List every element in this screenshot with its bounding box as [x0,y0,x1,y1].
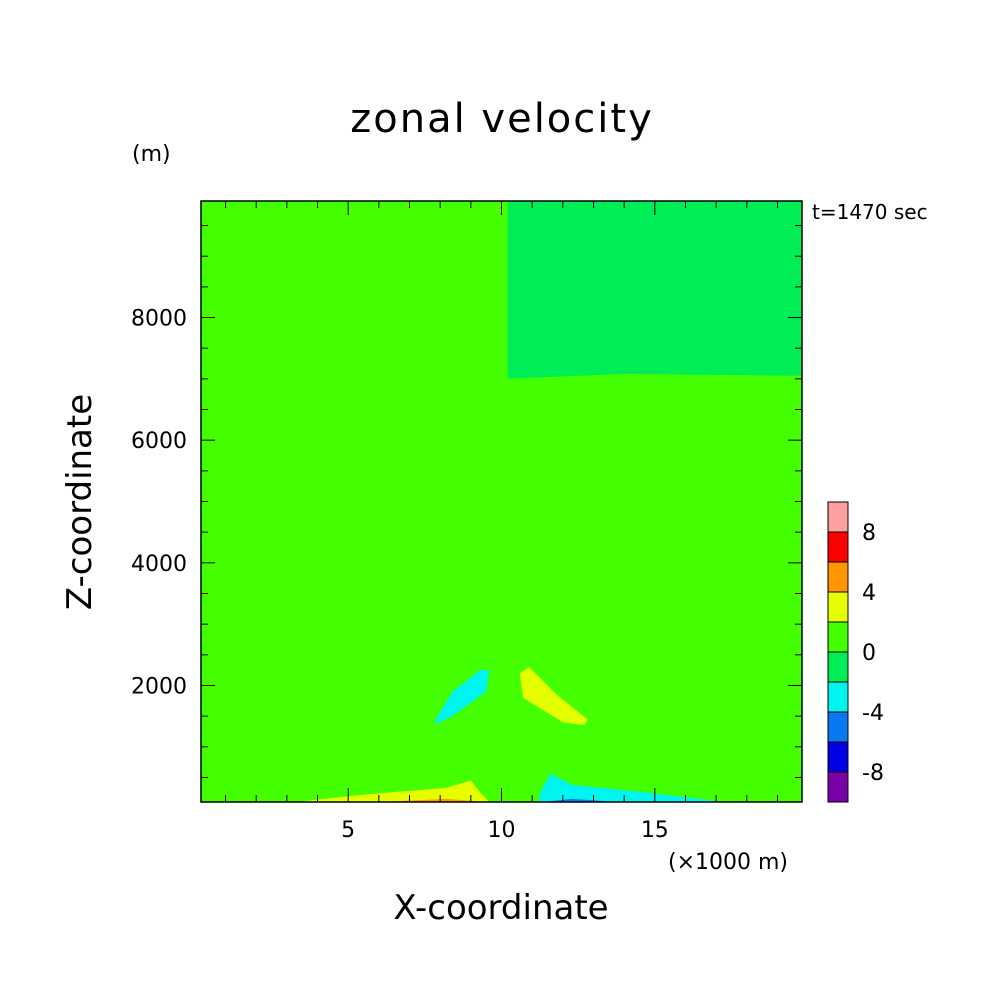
y-tick-label: 4000 [131,552,187,577]
contour-region-low-left [201,756,484,796]
x-axis-label: X-coordinate [393,888,609,928]
colorbar-label: -4 [862,701,884,726]
colorbar-swatch [827,561,849,593]
contour-region-bottom-left-2 [296,780,490,802]
colorbar-label: 4 [862,581,876,606]
x-tick-label: 15 [641,818,669,843]
colorbar-label: -8 [862,761,884,786]
contour-region-low-right [541,752,802,796]
plot-axes: 5 10 15 2000 4000 6000 8000 [131,200,803,843]
contour-region-left-tongue [201,581,453,689]
y-axis-unit: (m) [132,142,171,167]
chart-title: zonal velocity [350,96,654,142]
y-tick-label: 8000 [131,307,187,332]
x-axis-unit: (×1000 m) [668,850,789,875]
contour-fills [201,201,802,802]
colorbar-swatch [827,531,849,563]
colorbar-label: 0 [862,641,876,666]
x-tick-label: 10 [488,818,516,843]
colorbar-label: 8 [862,521,876,546]
contour-region-cell-left [434,670,490,724]
contour-region-bottom-left-4 [378,798,484,802]
colorbar-swatch [827,591,849,623]
contour-region-bottom-right-m2 [538,773,726,802]
colorbar-swatch [827,741,849,773]
colorbar-swatch [827,711,849,743]
colorbar: -8 -4 0 4 8 [827,501,884,803]
contour-region-bottom-right-m4 [541,798,618,802]
y-tick-label: 6000 [131,429,187,454]
time-label: t=1470 sec [812,200,928,224]
colorbar-swatch [827,651,849,683]
y-tick-label: 2000 [131,674,187,699]
colorbar-swatch [827,681,849,713]
contour-region-cell-right [519,667,588,726]
contour-region-upper-left [201,201,508,379]
colorbar-swatch [827,501,849,533]
colorbar-swatch [827,621,849,653]
x-tick-label: 5 [341,818,355,843]
colorbar-swatch [827,771,849,803]
contour-region-upper-right [507,201,802,379]
contour-region-right-tongue [562,581,802,689]
